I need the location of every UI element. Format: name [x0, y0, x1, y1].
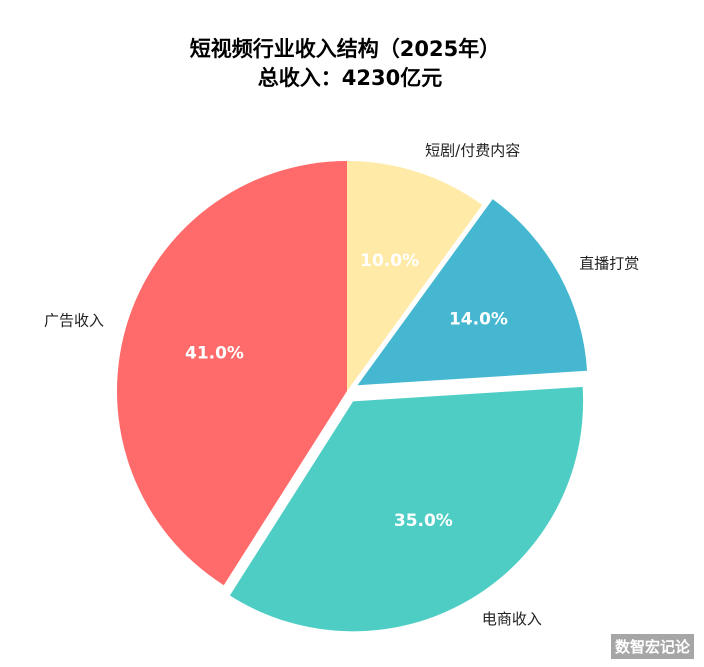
pie-slice	[347, 161, 483, 391]
pie-slices	[117, 161, 588, 632]
slice-percent-label: 41.0%	[185, 343, 244, 363]
slice-percent-label: 35.0%	[394, 511, 453, 531]
slice-category-label: 电商收入	[482, 610, 542, 628]
slice-category-label: 短剧/付费内容	[425, 141, 520, 159]
chart-subtitle: 总收入：4230亿元	[258, 66, 442, 90]
pie-slice	[357, 199, 588, 386]
pie-slice	[229, 386, 584, 632]
slice-percent-label: 10.0%	[360, 251, 419, 271]
chart-title: 短视频行业收入结构（2025年）	[190, 37, 500, 61]
slice-percent-label: 14.0%	[449, 310, 508, 330]
slice-category-label: 广告收入	[44, 311, 104, 329]
slice-category-label: 直播打赏	[579, 254, 639, 272]
pie-slice	[117, 161, 348, 586]
pie-labels: 41.0% 广告收入 35.0% 电商收入 14.0% 直播打赏 10.0% 短剧/付费内容	[44, 141, 639, 628]
watermark: 数智宏记论	[610, 634, 694, 659]
